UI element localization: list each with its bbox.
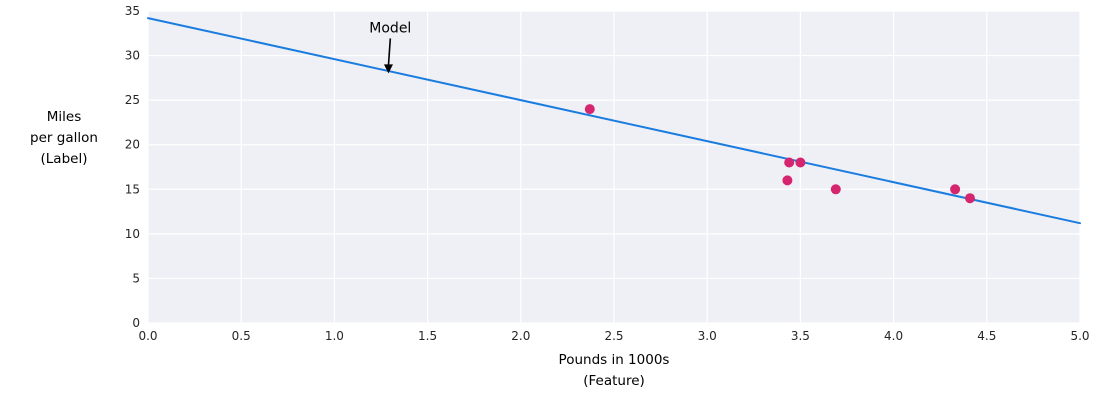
x-tick-label: 2.5 (604, 329, 623, 343)
y-tick-label: 20 (125, 138, 140, 152)
data-point (782, 175, 793, 186)
x-tick-label: 4.0 (884, 329, 903, 343)
y-axis-label-line: per gallon (30, 130, 98, 146)
data-point (784, 157, 795, 168)
y-tick-label: 0 (132, 316, 140, 330)
y-tick-label: 25 (125, 93, 140, 107)
y-axis-label: Miles per gallon (Label) (16, 107, 112, 170)
x-axis-label-line: Pounds in 1000s (558, 352, 670, 368)
x-axis-label: Pounds in 1000s (Feature) (148, 350, 1080, 392)
annotation-arrow-head (383, 64, 393, 74)
x-tick-label: 3.0 (698, 329, 717, 343)
y-tick-label: 5 (132, 271, 140, 285)
data-point (965, 193, 975, 204)
x-tick-label: 5.0 (1070, 329, 1089, 343)
y-tick-label: 35 (125, 4, 140, 18)
data-point (950, 184, 961, 195)
annotation-label: Model (369, 20, 411, 36)
x-tick-label: 1.0 (325, 329, 344, 343)
y-axis-label-line: (Label) (40, 151, 88, 167)
x-tick-label: 1.5 (418, 329, 437, 343)
x-tick-label: 0.5 (232, 329, 251, 343)
y-axis-label-line: Miles (46, 109, 82, 125)
x-tick-label: 0.0 (138, 329, 157, 343)
x-tick-label: 3.5 (791, 329, 810, 343)
regression-line (147, 17, 1081, 225)
y-tick-label: 15 (125, 182, 140, 196)
x-tick-label: 2.0 (511, 329, 530, 343)
y-tick-label: 30 (125, 49, 140, 63)
y-tick-label: 10 (125, 227, 140, 241)
data-point (584, 104, 595, 115)
x-axis-label-line: (Feature) (583, 373, 645, 389)
annotation-arrow-shaft (387, 38, 392, 66)
x-tick-label: 4.5 (977, 329, 996, 343)
data-point (830, 184, 841, 195)
data-point (795, 157, 806, 168)
